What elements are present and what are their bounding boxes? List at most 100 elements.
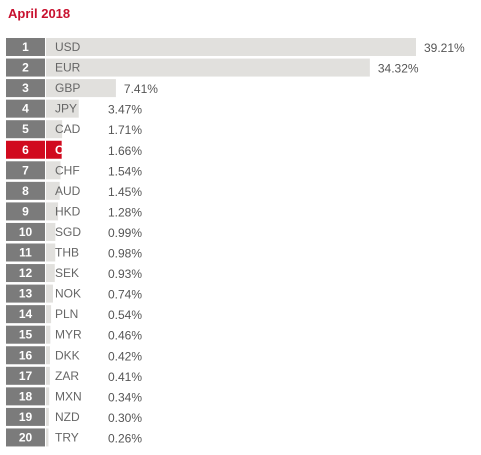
bar-row: 3 GBP 7.41% [6,79,158,98]
value-label: 39.21% [424,41,465,55]
rank-box [6,366,45,385]
rank-label: 13 [19,287,33,301]
rank-box [6,428,45,447]
value-label: 1.66% [108,144,142,158]
category-label: SEK [55,266,79,280]
rank-label: 3 [22,81,29,95]
rank-box [6,181,45,200]
bar [46,99,79,118]
category-label: NZD [55,410,80,424]
rank-label: 4 [22,102,29,116]
value-label: 0.98% [108,247,142,261]
bar-row: 15 MYR 0.46% [6,325,142,344]
bar-row: 6 CNY 1.66% [6,140,142,159]
rank-box [6,58,45,77]
category-label: CAD [55,122,81,136]
rank-box [6,161,45,180]
bar-row: 14 PLN 0.54% [6,305,142,324]
value-label: 0.41% [108,370,142,384]
rank-box [6,140,45,159]
value-label: 0.54% [108,308,142,322]
rank-label: 16 [19,348,33,362]
bar-row: 7 CHF 1.54% [6,161,142,180]
rank-label: 8 [22,184,29,198]
bar [46,346,50,365]
bar-row: 4 JPY 3.47% [6,99,142,118]
category-label: HKD [55,204,81,218]
rank-label: 15 [19,328,33,342]
category-label: CNY [55,143,80,157]
rank-label: 2 [22,61,29,75]
rank-box [6,346,45,365]
rank-label: 14 [19,307,33,321]
rank-label: 1 [22,40,29,54]
bar [46,387,50,406]
bar-row: 16 DKK 0.42% [6,346,142,365]
rank-label: 18 [19,389,33,403]
bar [46,407,49,426]
bar-row: 19 NZD 0.30% [6,407,142,426]
bar-row: 20 TRY 0.26% [6,428,142,447]
bar [46,366,50,385]
value-label: 0.30% [108,411,142,425]
bar [46,428,49,447]
rank-label: 11 [19,246,32,260]
bar [46,264,55,283]
value-label: 1.54% [108,164,142,178]
value-label: 0.93% [108,267,142,281]
category-label: DKK [55,348,80,362]
bar [46,161,61,180]
bar [46,305,52,324]
bar [46,38,416,56]
rank-label: 6 [22,143,29,157]
value-label: 1.28% [108,205,142,219]
category-label: JPY [55,102,77,116]
category-label: THB [55,246,79,260]
chart-title: April 2018 [8,6,71,21]
value-label: 0.46% [108,329,142,343]
rank-label: 19 [19,410,33,424]
value-label: 0.34% [108,390,142,404]
bar-row: 11 THB 0.98% [6,243,142,262]
category-label: ZAR [55,369,79,383]
bar [46,140,62,159]
value-label: 3.47% [108,103,142,117]
bar-row: 10 SGD 0.99% [6,222,142,241]
value-label: 0.26% [108,431,142,445]
category-label: CHF [55,163,80,177]
value-label: 0.99% [108,226,142,240]
value-label: 1.45% [108,185,142,199]
bar-row: 13 NOK 0.74% [6,284,142,303]
bar-row: 17 ZAR 0.41% [6,366,142,385]
category-label: PLN [55,307,78,321]
value-label: 0.42% [108,349,142,363]
bar [46,120,63,139]
rank-label: 20 [19,430,33,444]
rank-box [6,305,45,324]
bar-row: 9 HKD 1.28% [6,202,142,221]
category-label: EUR [55,61,81,75]
bar-row: 18 MXN 0.34% [6,387,142,406]
category-label: MYR [55,328,82,342]
bar [46,222,56,241]
rank-box [6,120,45,139]
category-label: USD [55,40,81,54]
rank-box [6,243,45,262]
value-label: 1.71% [108,123,142,137]
value-label: 7.41% [124,82,158,96]
bar-row: 8 AUD 1.45% [6,181,142,200]
bar [46,181,60,200]
rank-label: 9 [22,204,29,218]
rank-box [6,38,45,56]
rank-label: 7 [22,163,29,177]
bar [46,243,56,262]
value-label: 0.74% [108,288,142,302]
category-label: GBP [55,81,80,95]
rank-box [6,387,45,406]
bar-row: 5 CAD 1.71% [6,120,142,139]
rank-label: 12 [19,266,33,280]
rank-box [6,284,45,303]
rank-box [6,407,45,426]
